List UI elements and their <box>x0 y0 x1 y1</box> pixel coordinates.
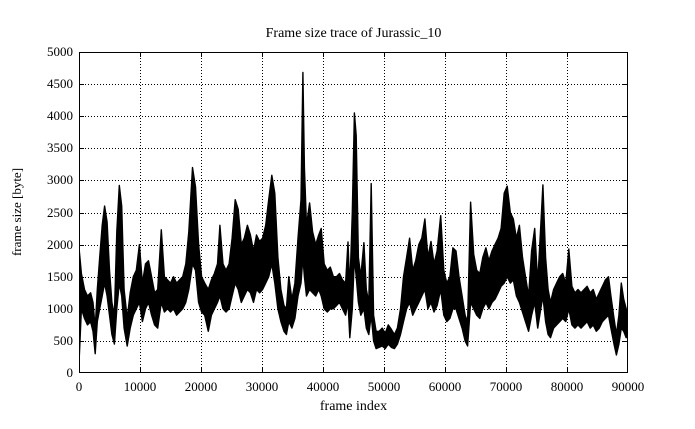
y-tick-label: 4500 <box>47 76 73 92</box>
y-tick-label: 5000 <box>47 44 73 59</box>
x-tick-label: 0 <box>75 379 83 394</box>
y-tick-label: 1500 <box>47 268 73 284</box>
y-tick-label: 3500 <box>47 140 73 156</box>
x-tick-label: 30000 <box>245 379 279 394</box>
chart-title: Frame size trace of Jurassic_10 <box>265 26 442 41</box>
x-tick-label: 60000 <box>428 379 462 394</box>
frame-size-trace-line <box>79 71 628 365</box>
y-tick-label: 4000 <box>47 108 73 124</box>
y-tick-label: 500 <box>53 332 74 348</box>
y-tick-label: 0 <box>66 365 74 380</box>
x-tick-label: 10000 <box>123 379 157 394</box>
x-tick-label: 90000 <box>611 379 645 394</box>
x-tick-label: 40000 <box>306 379 340 394</box>
x-axis-label: frame index <box>319 399 388 414</box>
x-tick-label: 50000 <box>367 379 401 394</box>
x-tick-label: 70000 <box>489 379 523 394</box>
y-tick-label: 3000 <box>47 172 73 188</box>
y-tick-label: 2500 <box>47 204 73 220</box>
y-tick-label: 1000 <box>47 300 73 316</box>
y-tick-label: 2000 <box>47 236 73 252</box>
x-tick-label: 20000 <box>184 379 218 394</box>
x-tick-label: 80000 <box>550 379 584 394</box>
chart-plot-area <box>79 52 628 373</box>
frame-size-trace <box>79 71 628 365</box>
plot-border <box>79 52 628 373</box>
